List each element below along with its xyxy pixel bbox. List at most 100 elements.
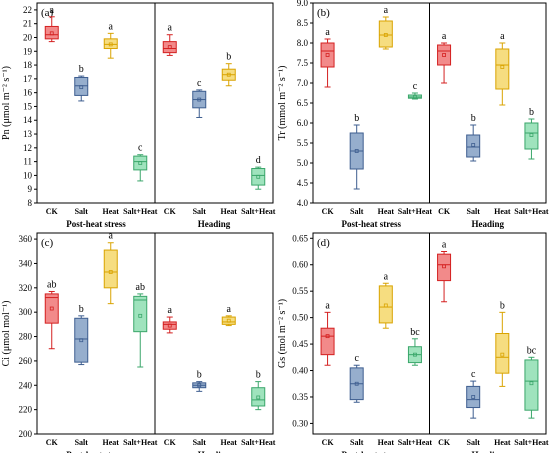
- y-tick-label: 7.5: [297, 58, 309, 68]
- box-heat-heading: a: [495, 31, 510, 106]
- y-tick-label: 280: [19, 332, 33, 342]
- box-heat-post-heat: a: [378, 271, 393, 329]
- box-iqr: [162, 41, 177, 54]
- x-tick-label: Salt+Heat: [514, 207, 549, 216]
- box-ck-heading: a: [162, 23, 177, 56]
- significance-letter: a: [325, 27, 330, 38]
- box-iqr: [251, 168, 266, 186]
- box-mean-marker: [138, 313, 143, 318]
- significance-letter: c: [471, 369, 476, 380]
- y-tick-label: 10: [23, 170, 33, 180]
- y-tick-label: 6.0: [297, 118, 309, 128]
- box-iqr: [466, 385, 481, 409]
- panel-label: (a): [41, 7, 54, 19]
- significance-letter: b: [197, 370, 202, 381]
- y-tick-label: 5.0: [297, 158, 309, 168]
- significance-letter: b: [79, 64, 84, 75]
- x-tick-label: Salt: [350, 438, 364, 447]
- box-heat-heading: b: [221, 52, 236, 87]
- box-salt-post-heat: b: [74, 304, 89, 366]
- x-tick-label: Salt+Heat: [241, 438, 276, 447]
- box-mean-marker: [197, 97, 202, 102]
- box-salt-heat-post-heat: bc: [407, 327, 422, 366]
- box-mean-marker: [226, 318, 231, 323]
- y-tick-label: 16: [23, 88, 33, 98]
- box-iqr: [437, 44, 452, 66]
- y-tick-label: 9: [28, 184, 33, 194]
- box-salt-heat-heading: b: [251, 370, 266, 411]
- significance-letter: a: [442, 240, 447, 251]
- y-tick-label: 0.40: [292, 366, 308, 376]
- x-tick-label: CK: [46, 207, 59, 216]
- box-mean-marker: [413, 95, 417, 99]
- x-tick-label: Heat: [221, 207, 238, 216]
- box-ck-heading: a: [437, 31, 452, 84]
- box-iqr: [495, 48, 510, 90]
- box-mean-marker: [471, 395, 476, 399]
- box-salt-post-heat: b: [349, 113, 364, 190]
- y-tick-label: 240: [19, 380, 33, 390]
- y-tick-label: 12: [23, 143, 32, 153]
- box-salt-heading: b: [192, 370, 207, 392]
- box-mean-marker: [79, 85, 84, 90]
- box-mean-marker: [108, 42, 113, 47]
- y-tick-label: 15: [23, 101, 33, 111]
- y-tick-label: 200: [19, 429, 33, 439]
- y-tick-label: 5.5: [297, 138, 309, 148]
- panel-b: 4.0 4.5 5.0 5.5 6.0 6.5 7.0 7.5 8.0 8.5 9.0 Tr (mmo…: [277, 0, 549, 229]
- y-tick-label: 300: [19, 307, 33, 317]
- y-tick-label: 13: [23, 129, 33, 139]
- panel-label: (c): [41, 237, 54, 249]
- group-label: Heading: [198, 219, 231, 229]
- box-mean-marker: [354, 149, 359, 153]
- y-tick-label: 9.0: [297, 0, 309, 8]
- significance-letter: a: [168, 305, 173, 316]
- x-tick-label: Heat: [103, 207, 120, 216]
- group-label: Post-heat stress: [66, 219, 126, 229]
- significance-letter: b: [226, 52, 231, 63]
- x-tick-label: Salt: [467, 438, 481, 447]
- significance-letter: b: [79, 304, 84, 315]
- x-tick-label: Heat: [103, 438, 120, 447]
- significance-letter: a: [50, 5, 55, 16]
- x-tick-label: CK: [164, 207, 177, 216]
- x-tick-label: Heat: [378, 207, 395, 216]
- y-tick-label: 8: [28, 198, 33, 208]
- y-tick-label: 4.0: [297, 198, 309, 208]
- box-mean-marker: [354, 381, 359, 386]
- y-tick-label: 260: [19, 356, 33, 366]
- box-ck-post-heat: a: [320, 300, 335, 366]
- significance-letter: a: [384, 271, 389, 282]
- group-label: Heading: [471, 219, 504, 229]
- x-tick-label: Heat: [494, 438, 511, 447]
- y-axis-label: Ci (μmol mol⁻¹): [1, 301, 12, 367]
- box-ck-post-heat: a: [320, 27, 335, 88]
- box-iqr: [524, 122, 539, 150]
- group-label: Heading: [471, 450, 504, 453]
- box-iqr: [103, 249, 118, 289]
- box-salt-post-heat: b: [74, 64, 89, 102]
- box-ck-post-heat: a: [44, 5, 59, 43]
- box-mean-marker: [471, 143, 476, 147]
- box-iqr: [74, 76, 89, 96]
- box-salt-heat-heading: bc: [524, 345, 539, 419]
- significance-letter: a: [384, 5, 389, 16]
- panel-d: 0.30 0.35 0.40 0.45 0.50 0.55 0.60 0.65 Gs (mol …: [277, 232, 549, 453]
- x-tick-label: Salt: [350, 207, 364, 216]
- y-tick-label: 6.5: [297, 98, 309, 108]
- box-iqr: [320, 327, 335, 356]
- x-tick-label: Salt: [75, 207, 89, 216]
- box-mean-marker: [325, 53, 330, 57]
- x-tick-label: Salt+Heat: [398, 207, 433, 216]
- box-iqr: [437, 253, 452, 282]
- significance-letter: a: [325, 300, 330, 311]
- box-mean-marker: [500, 352, 505, 357]
- box-iqr: [44, 25, 59, 40]
- box-mean-marker: [413, 352, 417, 357]
- box-mean-marker: [442, 264, 446, 269]
- box-iqr: [320, 42, 335, 68]
- significance-letter: b: [256, 370, 261, 381]
- box-salt-heat-heading: d: [251, 155, 266, 190]
- box-iqr: [378, 285, 393, 324]
